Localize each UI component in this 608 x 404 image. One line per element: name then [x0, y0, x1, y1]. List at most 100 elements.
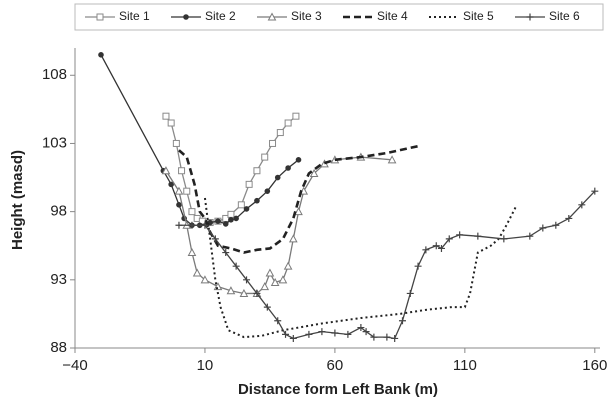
- marker: [362, 328, 370, 336]
- marker: [201, 221, 209, 229]
- marker: [228, 217, 234, 223]
- marker: [167, 119, 175, 127]
- legend-marker: [526, 13, 534, 21]
- marker: [264, 188, 271, 194]
- marker: [260, 282, 270, 291]
- marker: [414, 262, 422, 270]
- marker: [265, 268, 275, 277]
- legend-label: Site 3: [291, 9, 322, 23]
- x-tick-label: 110: [453, 357, 477, 374]
- marker: [387, 155, 397, 164]
- marker: [178, 167, 186, 175]
- marker: [245, 180, 253, 188]
- marker: [422, 246, 430, 254]
- marker: [176, 202, 182, 208]
- y-axis-title: Height (masd): [9, 150, 26, 250]
- marker: [406, 289, 414, 297]
- marker: [172, 139, 180, 147]
- marker: [261, 153, 269, 161]
- marker: [183, 187, 191, 195]
- marker: [526, 232, 534, 240]
- x-tick-label: 10: [197, 357, 214, 374]
- marker: [318, 328, 326, 336]
- marker: [437, 244, 445, 252]
- marker: [98, 52, 104, 58]
- marker: [398, 317, 406, 325]
- marker: [283, 261, 293, 270]
- marker: [232, 262, 240, 270]
- marker: [215, 218, 221, 224]
- x-axis-title: Distance form Left Bank (m): [238, 381, 438, 398]
- marker: [227, 210, 235, 218]
- marker: [294, 207, 303, 216]
- marker: [253, 289, 261, 297]
- marker: [295, 157, 302, 163]
- marker: [192, 268, 202, 277]
- legend-label: Site 6: [549, 9, 580, 23]
- marker: [270, 277, 280, 287]
- marker: [233, 215, 239, 222]
- marker: [188, 208, 196, 216]
- marker: [357, 324, 365, 332]
- marker: [383, 333, 391, 341]
- marker: [284, 119, 292, 127]
- marker: [305, 330, 313, 338]
- marker: [168, 181, 174, 188]
- marker: [288, 234, 298, 243]
- series-line: [203, 197, 518, 339]
- marker: [282, 330, 290, 338]
- marker: [274, 174, 281, 181]
- marker: [276, 129, 284, 137]
- marker: [239, 288, 249, 297]
- marker: [309, 168, 319, 177]
- marker: [274, 317, 282, 325]
- marker: [578, 201, 586, 209]
- x-tick-label: 160: [582, 357, 607, 374]
- marker: [432, 242, 440, 250]
- legend-marker: [96, 13, 104, 21]
- x-tick-label: 60: [327, 357, 344, 374]
- marker: [269, 139, 277, 147]
- marker: [222, 249, 230, 257]
- marker: [187, 247, 197, 257]
- marker: [174, 186, 184, 195]
- marker: [200, 275, 210, 284]
- marker: [253, 167, 261, 175]
- legend-label: Site 1: [119, 9, 150, 23]
- marker: [237, 201, 245, 209]
- y-tick-label: 88: [50, 339, 67, 356]
- legend-marker: [267, 12, 277, 21]
- y-tick-label: 93: [50, 271, 67, 288]
- marker: [243, 276, 251, 284]
- y-tick-label: 108: [42, 66, 67, 83]
- marker: [500, 235, 508, 243]
- series-line: [165, 115, 297, 224]
- marker: [474, 232, 482, 240]
- marker: [552, 221, 560, 229]
- marker: [188, 221, 196, 229]
- marker: [175, 221, 183, 229]
- x-tick-label: −40: [62, 357, 87, 374]
- series-line: [178, 144, 419, 254]
- legend-marker: [183, 14, 189, 20]
- marker: [370, 333, 378, 341]
- marker: [391, 334, 399, 342]
- marker: [161, 166, 171, 175]
- marker: [222, 221, 229, 227]
- marker: [591, 187, 599, 195]
- legend-label: Site 2: [205, 9, 236, 23]
- marker: [243, 206, 250, 212]
- marker: [344, 330, 352, 338]
- marker: [445, 235, 453, 243]
- marker: [211, 235, 219, 243]
- series-line: [100, 54, 299, 226]
- marker: [162, 112, 170, 120]
- marker: [456, 231, 464, 239]
- marker: [565, 214, 573, 222]
- legend-label: Site 5: [463, 9, 494, 23]
- marker: [278, 275, 288, 284]
- y-tick-label: 103: [42, 134, 67, 151]
- marker: [331, 329, 339, 337]
- marker: [539, 224, 547, 232]
